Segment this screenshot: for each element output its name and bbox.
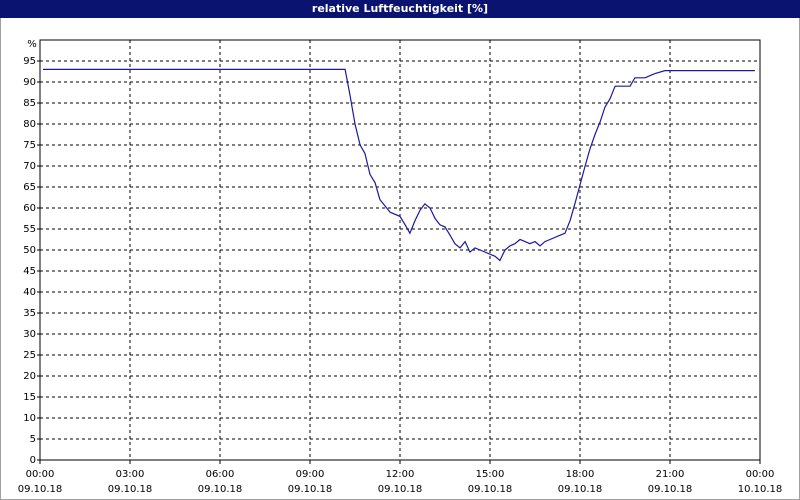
y-tick-label: 10 — [23, 413, 36, 424]
data-line — [43, 68, 755, 262]
x-tick-label: 18:00 — [566, 469, 595, 480]
x-tick-label: 06:00 — [206, 469, 235, 480]
y-tick-label: 85 — [23, 98, 36, 109]
y-axis-label: % — [27, 39, 37, 50]
y-tick-label: 65 — [23, 182, 36, 193]
x-tick-label: 03:00 — [116, 469, 145, 480]
y-tick-label: 40 — [23, 287, 36, 298]
x-tick-date: 09.10.18 — [288, 484, 333, 495]
y-tick-label: 5 — [30, 434, 36, 445]
x-tick-date: 09.10.18 — [108, 484, 153, 495]
x-tick-label: 15:00 — [476, 469, 505, 480]
y-tick-label: 60 — [23, 203, 36, 214]
y-tick-label: 55 — [23, 224, 36, 235]
y-tick-label: 75 — [23, 140, 36, 151]
x-tick-label: 21:00 — [656, 469, 685, 480]
x-tick-date: 09.10.18 — [648, 484, 693, 495]
y-tick-label: 20 — [23, 371, 36, 382]
y-tick-label: 30 — [23, 329, 36, 340]
x-tick-date: 10.10.18 — [738, 484, 783, 495]
y-tick-label: 50 — [23, 245, 36, 256]
x-tick-date: 09.10.18 — [18, 484, 63, 495]
y-tick-label: 80 — [23, 119, 36, 130]
y-tick-label: 70 — [23, 161, 36, 172]
chart-title: relative Luftfeuchtigkeit [%] — [312, 2, 488, 15]
x-tick-label: 12:00 — [386, 469, 415, 480]
x-tick-date: 09.10.18 — [198, 484, 243, 495]
x-tick-date: 09.10.18 — [378, 484, 423, 495]
y-tick-label: 0 — [30, 455, 36, 466]
y-tick-label: 35 — [23, 308, 36, 319]
y-tick-label: 15 — [23, 392, 36, 403]
y-tick-label: 25 — [23, 350, 36, 361]
x-tick-label: 00:00 — [26, 469, 55, 480]
x-tick-label: 00:00 — [746, 469, 775, 480]
x-tick-label: 09:00 — [296, 469, 325, 480]
x-tick-date: 09.10.18 — [558, 484, 603, 495]
y-tick-label: 95 — [23, 56, 36, 67]
y-tick-label: 45 — [23, 266, 36, 277]
title-bar — [0, 0, 800, 18]
x-tick-date: 09.10.18 — [468, 484, 513, 495]
y-tick-label: 90 — [23, 77, 36, 88]
